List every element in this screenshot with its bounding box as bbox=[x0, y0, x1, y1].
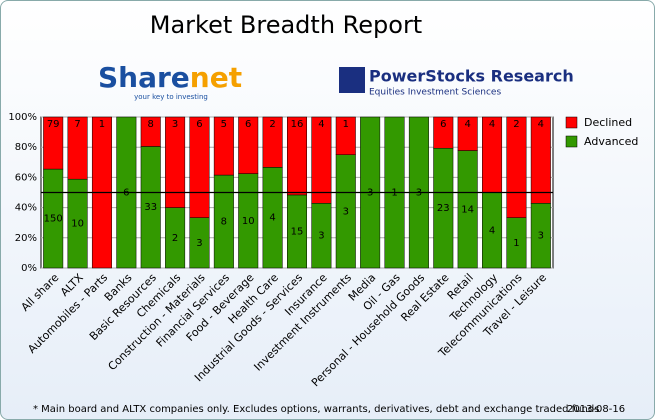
value-label: 15 bbox=[291, 226, 304, 237]
value-label: 6 bbox=[440, 119, 446, 130]
bar-segment bbox=[286, 116, 308, 196]
value-label: 1 bbox=[99, 119, 105, 130]
date: 2013-08-16 bbox=[567, 404, 625, 415]
brand-tagline: your key to investing bbox=[134, 93, 208, 101]
value-label: 1 bbox=[513, 238, 519, 249]
y-tick-label: 100% bbox=[8, 112, 37, 123]
value-label: 3 bbox=[318, 231, 324, 242]
value-label: 4 bbox=[489, 225, 495, 236]
bar-segment bbox=[311, 116, 332, 204]
value-label: 4 bbox=[538, 119, 544, 130]
value-label: 2 bbox=[513, 119, 519, 130]
bar-segment bbox=[140, 116, 161, 147]
value-label: 10 bbox=[242, 216, 255, 227]
y-tick-label: 20% bbox=[15, 233, 37, 244]
logo-icon bbox=[339, 67, 365, 93]
bar-segment bbox=[67, 116, 88, 180]
value-label: 150 bbox=[44, 214, 63, 225]
value-label: 3 bbox=[196, 238, 202, 249]
legend-label: Declined bbox=[584, 116, 632, 129]
bar-segment bbox=[530, 116, 551, 204]
value-label: 3 bbox=[538, 231, 544, 242]
value-label: 23 bbox=[437, 203, 450, 214]
brand: Sharenet bbox=[98, 61, 242, 94]
value-label: 4 bbox=[489, 119, 495, 130]
value-label: 6 bbox=[245, 119, 251, 130]
value-label: 7 bbox=[74, 119, 80, 130]
value-label: 5 bbox=[221, 119, 227, 130]
y-tick-label: 80% bbox=[15, 142, 37, 153]
value-label: 4 bbox=[464, 119, 470, 130]
value-label: 4 bbox=[318, 119, 324, 130]
brand2: PowerStocks Research bbox=[369, 67, 574, 86]
value-label: 2 bbox=[172, 233, 178, 244]
value-label: 10 bbox=[71, 219, 84, 230]
bar-segment bbox=[213, 116, 234, 176]
bar-segment bbox=[43, 116, 64, 170]
bar-segment bbox=[165, 116, 186, 208]
y-tick-label: 40% bbox=[15, 203, 37, 214]
value-label: 16 bbox=[291, 119, 304, 130]
legend-swatch bbox=[565, 116, 578, 129]
value-label: 8 bbox=[221, 217, 227, 228]
value-label: 2 bbox=[269, 119, 275, 130]
value-label: 14 bbox=[461, 204, 474, 215]
chart-title: Market Breadth Report bbox=[150, 11, 422, 39]
legend-label: Advanced bbox=[584, 135, 638, 148]
bar-segment bbox=[457, 116, 478, 151]
value-label: 79 bbox=[47, 119, 60, 130]
value-label: 3 bbox=[343, 206, 349, 217]
value-label: 3 bbox=[172, 119, 178, 130]
value-label: 6 bbox=[196, 119, 202, 130]
bar-segment bbox=[335, 116, 356, 155]
bar-segment bbox=[238, 116, 259, 174]
value-label: 1 bbox=[343, 119, 349, 130]
bar-segment bbox=[262, 116, 283, 168]
brand2-tagline: Equities Investment Sciences bbox=[369, 88, 501, 98]
bar-segment bbox=[433, 116, 454, 149]
bar-segment bbox=[506, 116, 527, 218]
y-tick-label: 0% bbox=[21, 263, 37, 274]
legend-swatch bbox=[565, 135, 578, 148]
y-tick-label: 60% bbox=[15, 172, 37, 183]
footnote: * Main board and ALTX companies only. Ex… bbox=[33, 404, 599, 415]
value-label: 4 bbox=[269, 213, 275, 224]
bar-segment bbox=[189, 116, 210, 218]
value-label: 33 bbox=[144, 202, 157, 213]
value-label: 8 bbox=[148, 119, 154, 130]
x-tick-label: All share bbox=[19, 271, 62, 314]
